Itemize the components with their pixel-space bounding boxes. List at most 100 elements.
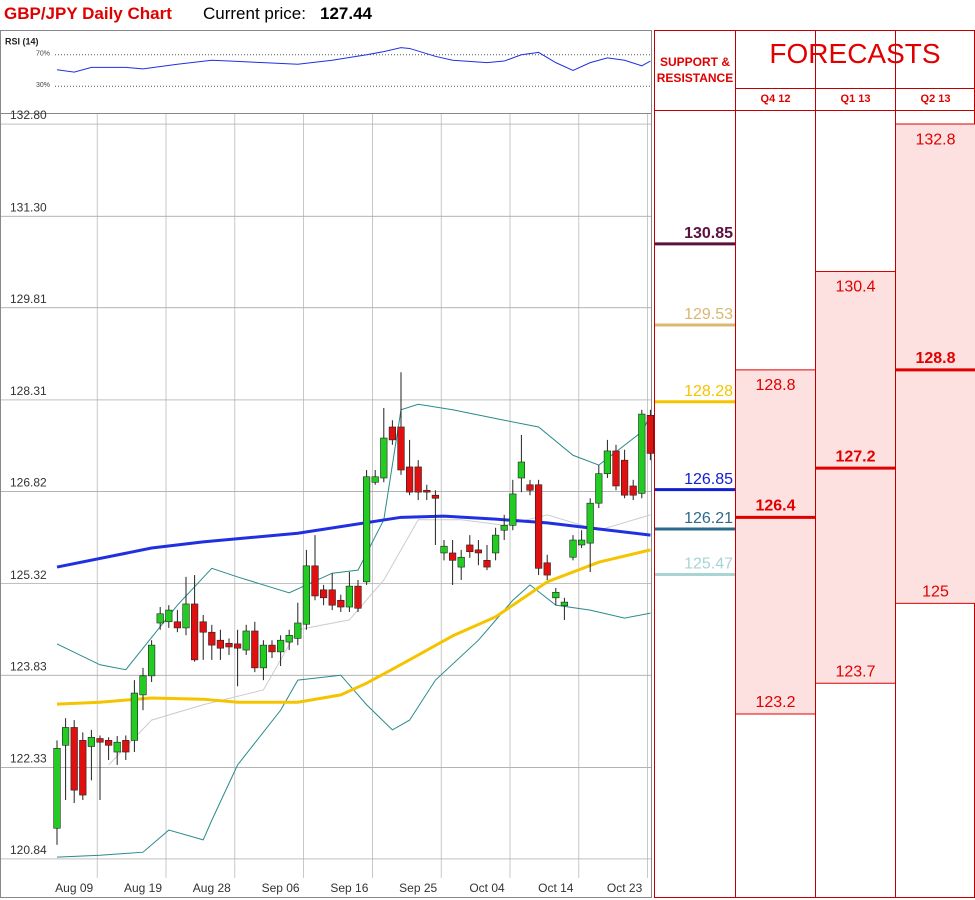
candle-body: [466, 544, 474, 553]
candle-body: [191, 603, 199, 661]
x-tick-label: Aug 09: [55, 881, 93, 895]
candle-body: [148, 644, 156, 677]
rsi-label: RSI (14): [5, 36, 39, 46]
candle-body: [165, 609, 173, 623]
candle-body: [638, 413, 646, 494]
candle-body: [603, 450, 611, 474]
candle-body: [87, 736, 95, 747]
candle-body: [509, 493, 517, 526]
sr-label: 126.85: [684, 471, 733, 488]
candle-body: [156, 613, 164, 624]
candle-body: [225, 642, 233, 648]
x-tick-label: Oct 23: [607, 881, 643, 895]
candle-body: [311, 565, 319, 597]
candle-body: [612, 450, 620, 487]
overlay-line: [56, 403, 651, 671]
forecast-high-label: 132.8: [915, 131, 955, 148]
candle-body: [285, 634, 293, 643]
candle-body: [448, 552, 457, 561]
candle-body: [294, 622, 302, 639]
candle-body: [302, 565, 311, 625]
candle-body: [337, 599, 345, 608]
candle-body: [251, 630, 259, 669]
candle-body: [577, 539, 586, 546]
candle-body: [440, 545, 448, 554]
rsi-line: [56, 47, 651, 73]
candle-body: [534, 484, 543, 569]
forecast-low-label: 125: [922, 584, 949, 601]
quarter-label: Q1 13: [841, 93, 871, 105]
candle-body: [397, 426, 405, 471]
candle-body: [234, 643, 242, 649]
candle-body: [414, 466, 422, 493]
candle-body: [70, 727, 78, 791]
candle-body: [319, 589, 328, 599]
x-tick-label: Oct 14: [538, 881, 574, 895]
forecast-mid-label: 126.4: [755, 498, 795, 515]
candle-body: [620, 459, 629, 496]
candle-body: [405, 466, 414, 493]
rsi-frame: [0, 30, 652, 114]
candle-body: [543, 562, 551, 576]
candle-body: [328, 589, 336, 606]
x-tick-label: Sep 06: [262, 881, 300, 895]
x-tick-label: Aug 28: [193, 881, 231, 895]
candle-body: [182, 603, 190, 629]
candle-body: [500, 525, 508, 531]
candle-body: [354, 585, 362, 609]
candle-body: [483, 560, 491, 568]
rsi-level-label: 70%: [36, 51, 50, 58]
forecast-high-label: 130.4: [835, 279, 875, 296]
sr-label: 128.28: [684, 383, 733, 400]
forecasts-title: FORECASTS: [769, 38, 941, 69]
overlay-line: [56, 514, 651, 569]
candle-body: [629, 485, 637, 496]
candle-body: [61, 727, 70, 746]
candle-body: [199, 621, 207, 633]
candle-body: [423, 489, 431, 493]
candle-body: [113, 741, 121, 753]
x-tick-label: Sep 25: [399, 881, 437, 895]
sr-label: 130.85: [684, 225, 733, 242]
support-resistance-title: SUPPORT & RESISTANCE: [656, 55, 734, 86]
candle-body: [173, 621, 182, 629]
price-caption: Current price:: [203, 4, 306, 23]
forecast-low-label: 123.7: [835, 663, 875, 680]
forecast-mid-label: 128.8: [915, 350, 955, 367]
candle-body: [345, 585, 354, 608]
candle-body: [79, 740, 87, 796]
candle-body: [474, 549, 483, 554]
candle-body: [130, 692, 139, 741]
candle-body: [276, 639, 285, 653]
overlay-line: [56, 548, 651, 706]
candle-body: [122, 740, 130, 753]
candle-body: [491, 534, 500, 554]
y-tick-label: 128.31: [10, 384, 47, 398]
candle-body: [586, 502, 594, 544]
current-price: 127.44: [320, 4, 372, 23]
sr-label: 126.21: [684, 510, 733, 527]
y-tick-label: 131.30: [10, 200, 47, 214]
overlay-line: [108, 514, 651, 766]
candle-body: [431, 494, 440, 499]
sr-label: 125.47: [684, 556, 733, 573]
candle-body: [216, 639, 225, 649]
candle-body: [53, 748, 61, 829]
x-tick-label: Sep 16: [330, 881, 368, 895]
chart-frame: [0, 113, 652, 898]
candle-body: [380, 437, 388, 479]
candle-body: [268, 644, 276, 653]
chart-title: GBP/JPY Daily Chart: [4, 4, 172, 23]
forecast-high-label: 128.8: [755, 377, 795, 394]
candle-body: [560, 601, 568, 607]
overlay-line: [56, 584, 651, 858]
forecast-range: [816, 271, 895, 684]
candle-body: [362, 476, 371, 583]
forecast-low-label: 123.2: [755, 694, 795, 711]
x-tick-label: Oct 04: [469, 881, 505, 895]
candle-body: [517, 461, 525, 479]
y-tick-label: 122.33: [10, 752, 47, 766]
forecast-range: [736, 369, 815, 714]
